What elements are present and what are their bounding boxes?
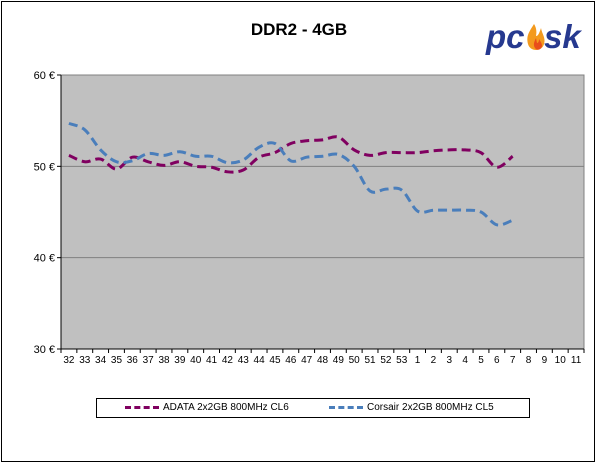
x-tick-label: 38 [158,355,170,366]
x-tick-label: 1 [415,355,421,366]
legend: ADATA 2x2GB 800MHz CL6 Corsair 2x2GB 800… [96,398,530,418]
y-tick-label: 60 € [34,70,55,82]
plot-area [60,74,585,350]
x-tick-label: 10 [555,355,567,366]
x-tick-label: 52 [380,355,392,366]
x-tick-label: 36 [127,355,139,366]
legend-label-adata: ADATA 2x2GB 800MHz CL6 [163,402,289,413]
y-tick-label: 30 € [34,344,55,356]
series-line-adata [68,135,514,174]
x-tick-label: 35 [111,355,123,366]
legend-swatch-adata [125,406,159,409]
logo-text-right: sk [544,18,582,55]
x-tick-label: 3 [447,355,453,366]
series-line-corsair [68,121,514,227]
x-tick-label: 40 [190,355,202,366]
x-tick-label: 34 [95,355,107,366]
x-tick-label: 5 [478,355,484,366]
flame-icon [527,24,545,50]
y-tick-label: 50 € [34,161,55,173]
x-tick-label: 4 [462,355,468,366]
x-tick-label: 53 [396,355,408,366]
x-tick-label: 33 [79,355,91,366]
x-tick-label: 48 [317,355,329,366]
x-tick-label: 46 [285,355,297,366]
y-tick-label: 40 € [34,253,55,265]
logo-text-left: pc [485,18,525,55]
x-tick-label: 7 [510,355,516,366]
x-tick-label: 39 [174,355,186,366]
x-tick-label: 9 [542,355,548,366]
x-tick-label: 37 [143,355,155,366]
x-tick-label: 6 [494,355,500,366]
legend-item-adata: ADATA 2x2GB 800MHz CL6 [125,402,289,413]
x-tick-label: 8 [526,355,532,366]
x-tick-label: 51 [364,355,376,366]
x-tick-label: 2 [431,355,437,366]
x-tick-label: 32 [63,355,75,366]
pcwsk-logo: pc sk [484,14,584,56]
x-tick-label: 43 [238,355,250,366]
x-tick-label: 44 [254,355,266,366]
chart-title: DDR2 - 4GB [250,20,348,39]
legend-item-corsair: Corsair 2x2GB 800MHz CL5 [329,402,494,413]
x-tick-label: 47 [301,355,313,366]
x-tick-label: 50 [349,355,361,366]
x-tick-label: 49 [333,355,345,366]
x-tick-label: 45 [269,355,281,366]
x-tick-label: 41 [206,355,218,366]
x-tick-label: 42 [222,355,234,366]
x-tick-label: 11 [571,355,582,366]
legend-swatch-corsair [329,406,363,409]
legend-label-corsair: Corsair 2x2GB 800MHz CL5 [367,402,494,413]
